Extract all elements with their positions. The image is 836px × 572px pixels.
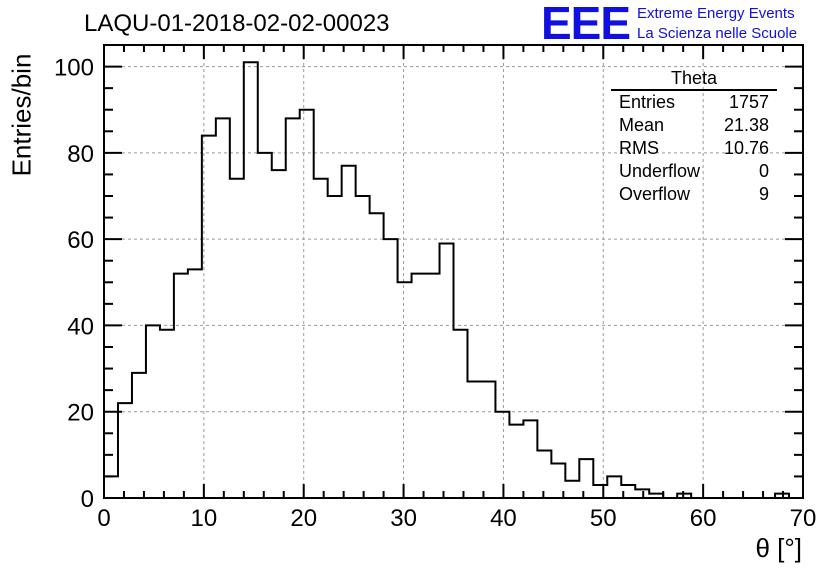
histogram-line	[103, 61, 803, 499]
grid-lines	[104, 45, 803, 498]
stats-row-overflow: Overflow 9	[611, 183, 777, 206]
eee-logo: EEE	[541, 0, 631, 49]
x-tick-label: 10	[191, 505, 218, 532]
stats-value: 0	[758, 161, 769, 181]
tick-labels: 0 10 20 30 40 50 60 70 0 20 40 60 80 100	[54, 55, 816, 532]
stats-value: 21.38	[723, 115, 769, 135]
logo-text-line2: La Scienza nelle Scuole	[637, 25, 798, 42]
x-tick-label: 60	[690, 505, 717, 532]
logo-text-line1: Extreme Energy Events	[637, 5, 795, 22]
x-tick-label: 40	[490, 505, 517, 532]
stats-title: Theta	[611, 68, 777, 91]
stats-label: Underflow	[619, 161, 701, 181]
stats-value: 1757	[728, 92, 769, 112]
x-tick-label: 0	[97, 505, 110, 532]
y-tick-label: 20	[67, 400, 94, 427]
y-tick-label: 100	[54, 55, 94, 82]
y-tick-label: 80	[67, 141, 94, 168]
y-axis-label: Entries/bin	[6, 53, 37, 177]
x-tick-label: 70	[790, 505, 817, 532]
stats-row-underflow: Underflow 0	[611, 160, 777, 183]
x-tick-label: 30	[390, 505, 417, 532]
stats-label: Overflow	[619, 184, 691, 204]
y-tick-label: 60	[67, 227, 94, 254]
x-tick-label: 20	[290, 505, 317, 532]
y-tick-label: 40	[67, 313, 94, 340]
stats-label: Entries	[619, 92, 676, 112]
stats-row-entries: Entries 1757	[611, 91, 777, 114]
stats-label: RMS	[619, 138, 659, 158]
stats-value: 10.76	[723, 138, 769, 158]
stats-row-rms: RMS 10.76	[611, 137, 777, 160]
stats-row-mean: Mean 21.38	[611, 114, 777, 137]
x-tick-label: 50	[590, 505, 617, 532]
stats-value: 9	[758, 184, 769, 204]
x-axis-label: θ [°]	[755, 533, 802, 563]
stats-label: Mean	[619, 115, 665, 135]
plot-frame	[103, 44, 804, 499]
stats-box: Theta Entries 1757 Mean 21.38 RMS 10.76 …	[611, 68, 777, 206]
chart-title: LAQU-01-2018-02-02-00023	[84, 10, 390, 37]
y-tick-label: 0	[81, 486, 94, 513]
